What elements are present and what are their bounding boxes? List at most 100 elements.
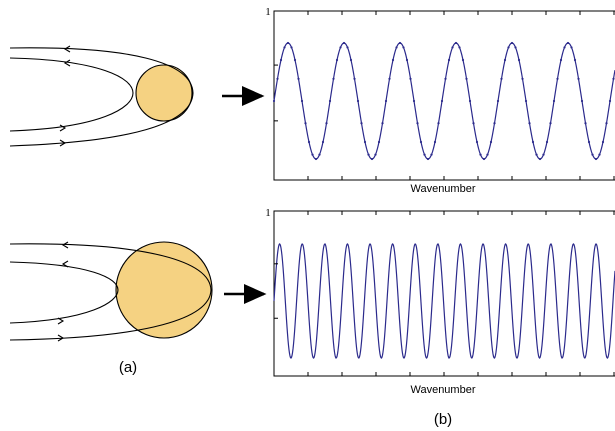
sample-point	[587, 140, 591, 144]
y-tick-label: 1	[265, 207, 271, 219]
sample-point	[272, 99, 276, 103]
sample-point	[598, 153, 601, 156]
sample-point	[391, 58, 395, 62]
waveform	[273, 42, 615, 160]
sample-point	[549, 122, 552, 125]
sample-point	[283, 46, 286, 49]
sample-point	[447, 58, 451, 62]
sample-point	[479, 153, 482, 156]
sample-point	[328, 99, 332, 103]
sample-point	[528, 122, 531, 125]
sample-point	[542, 153, 545, 156]
x-axis-label: Wavenumber	[410, 384, 475, 396]
sample-point	[458, 46, 461, 49]
sample-point	[311, 153, 314, 156]
sample-point	[325, 122, 328, 125]
sample-point	[552, 99, 556, 103]
sample-point	[349, 58, 353, 62]
sample-point	[486, 153, 489, 156]
sample-point	[475, 140, 479, 144]
sample-point	[591, 153, 594, 156]
sample-point	[468, 99, 472, 103]
sample-point	[384, 99, 388, 103]
sample-point	[416, 122, 419, 125]
sample-point	[398, 41, 402, 45]
scattering-diagram-top	[9, 45, 265, 147]
sample-point	[412, 99, 416, 103]
sample-point	[500, 77, 503, 80]
sample-point	[290, 46, 293, 49]
sample-point	[318, 153, 321, 156]
sample-point	[556, 77, 559, 80]
sample-point	[517, 58, 521, 62]
sample-point	[570, 46, 573, 49]
sample-point	[538, 157, 542, 161]
x-axis-label: Wavenumber	[410, 183, 475, 195]
sample-point	[437, 122, 440, 125]
sample-point	[304, 122, 307, 125]
sample-point	[374, 153, 377, 156]
sample-point	[381, 122, 384, 125]
sample-point	[342, 41, 346, 45]
sample-point	[433, 140, 437, 144]
sample-point	[444, 77, 447, 80]
sample-point	[332, 77, 335, 80]
sample-point	[426, 157, 430, 161]
sample-point	[279, 58, 283, 62]
sample-point	[472, 122, 475, 125]
sample-point	[563, 46, 566, 49]
sample-point	[370, 157, 374, 161]
sample-point	[612, 77, 615, 80]
sample-point	[402, 46, 405, 49]
sample-point	[314, 157, 318, 161]
sample-point	[503, 58, 507, 62]
sample-point	[514, 46, 517, 49]
sample-point	[531, 140, 535, 144]
sample-point	[388, 77, 391, 80]
sample-point	[605, 122, 608, 125]
sample-point	[584, 122, 587, 125]
sample-point	[419, 140, 423, 144]
sample-point	[451, 46, 454, 49]
sample-point	[409, 77, 412, 80]
sample-point	[580, 99, 584, 103]
sample-point	[360, 122, 363, 125]
sample-point	[510, 41, 514, 45]
sample-point	[507, 46, 510, 49]
y-tick-label: 1	[265, 6, 271, 18]
sample-point	[297, 77, 300, 80]
sample-point	[440, 99, 444, 103]
sample-point	[321, 140, 325, 144]
sample-point	[339, 46, 342, 49]
sample-point	[493, 122, 496, 125]
sample-point	[482, 157, 486, 161]
sample-point	[363, 140, 367, 144]
sample-point	[300, 99, 304, 103]
sample-point	[430, 153, 433, 156]
sample-point	[377, 140, 381, 144]
sample-point	[496, 99, 500, 103]
sample-point	[545, 140, 549, 144]
sample-point	[601, 140, 605, 144]
sample-point	[573, 58, 577, 62]
sample-point	[276, 77, 279, 80]
sample-point	[335, 58, 339, 62]
waveform	[273, 243, 615, 359]
sample-point	[286, 41, 290, 45]
sample-point	[353, 77, 356, 80]
sample-point	[559, 58, 563, 62]
sample-point	[521, 77, 524, 80]
sample-point	[405, 58, 409, 62]
sample-point	[461, 58, 465, 62]
panel-label: (a)	[119, 359, 137, 376]
sample-point	[566, 41, 570, 45]
sample-point	[346, 46, 349, 49]
sample-point	[489, 140, 493, 144]
sample-point	[594, 157, 598, 161]
sample-point	[577, 77, 580, 80]
scattering-diagram-bottom	[9, 241, 267, 342]
sample-point	[395, 46, 398, 49]
sample-point	[465, 77, 468, 80]
sample-point	[608, 99, 612, 103]
